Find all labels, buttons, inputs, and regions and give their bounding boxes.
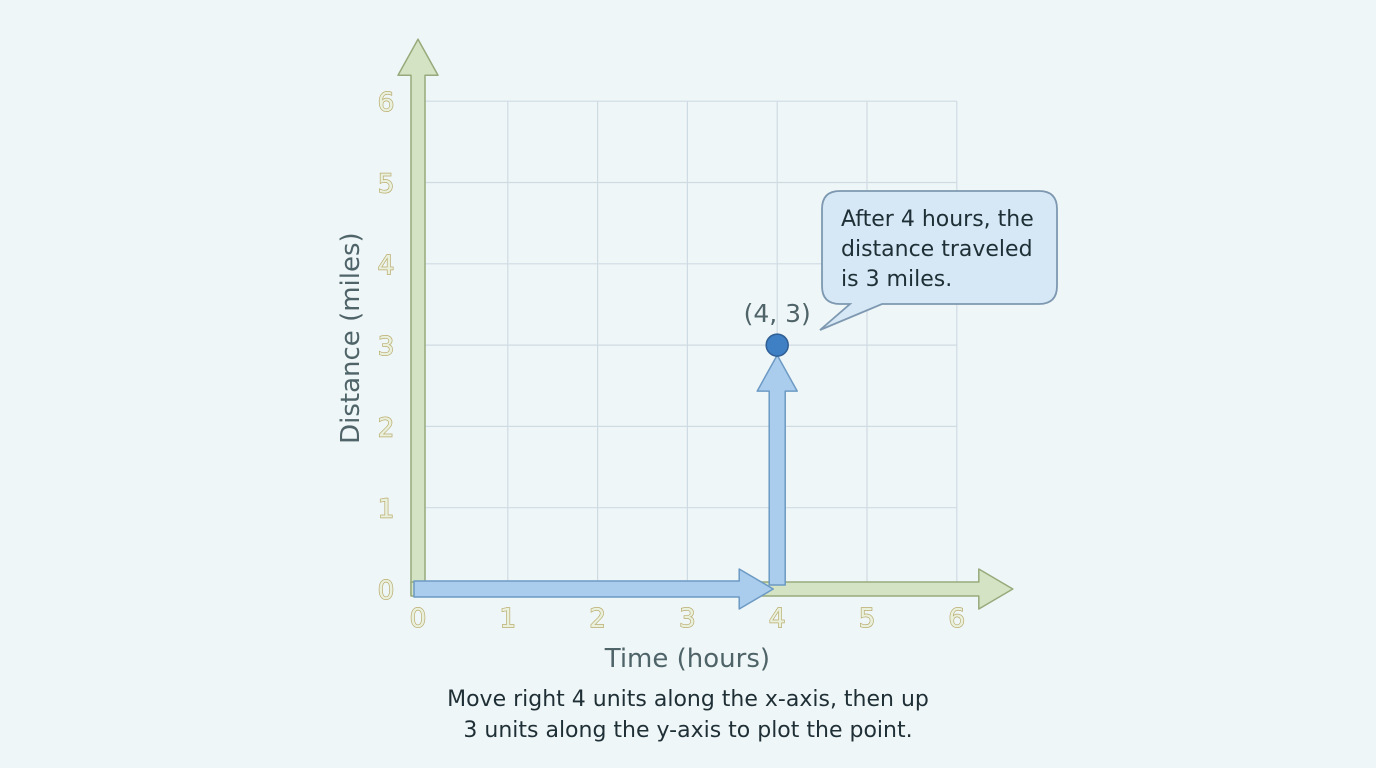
callout-bubble [819, 190, 1058, 331]
y-tick-label: 1 [378, 495, 395, 525]
path-arrows [413, 354, 798, 610]
grid [418, 100, 958, 589]
callout-line: After 4 hours, the [841, 207, 1034, 232]
x-tick-label: 6 [949, 604, 966, 634]
y-tick-label: 6 [378, 88, 395, 118]
tick-labels: 0 1 2 3 4 5 6 0 1 2 3 4 5 6 [377, 87, 966, 634]
data-points: (4, 3) [744, 299, 811, 357]
y-axis-title: Distance (miles) [336, 232, 366, 444]
coordinate-plot: 0 1 2 3 4 5 6 0 1 2 3 4 5 6 (4, 3) After 4 hours, the… [336, 38, 1058, 674]
y-tick-label: 4 [378, 251, 395, 281]
x-tick-label: 3 [679, 604, 696, 634]
x-tick-label: 4 [769, 604, 786, 634]
x-axis-title: Time (hours) [604, 644, 770, 674]
callout-text: After 4 hours, the distance traveled is 3 … [841, 207, 1034, 292]
caption-line-1: Move right 4 units along the x-axis, the… [447, 687, 929, 712]
caption: Move right 4 units along the x-axis, the… [388, 684, 988, 746]
y-axis-arrow [397, 38, 439, 596]
horizontal-path-arrow [413, 568, 774, 610]
annotation-callout: After 4 hours, the distance traveled is 3 … [819, 190, 1058, 331]
y-tick-label: 0 [378, 576, 395, 606]
callout-line: distance traveled [841, 237, 1033, 262]
axes [397, 38, 1014, 610]
callout-line: is 3 miles. [841, 267, 952, 292]
x-tick-label: 1 [500, 604, 517, 634]
y-tick-label: 5 [378, 170, 395, 200]
y-tick-label: 2 [378, 413, 395, 443]
x-tick-label: 2 [589, 604, 606, 634]
x-tick-label: 0 [410, 604, 427, 634]
caption-line-2: 3 units along the y-axis to plot the poi… [463, 718, 913, 743]
x-tick-label: 5 [859, 604, 876, 634]
point-label: (4, 3) [744, 299, 811, 328]
data-point [765, 333, 789, 357]
vertical-path-arrow [756, 354, 798, 586]
y-tick-label: 3 [378, 332, 395, 362]
